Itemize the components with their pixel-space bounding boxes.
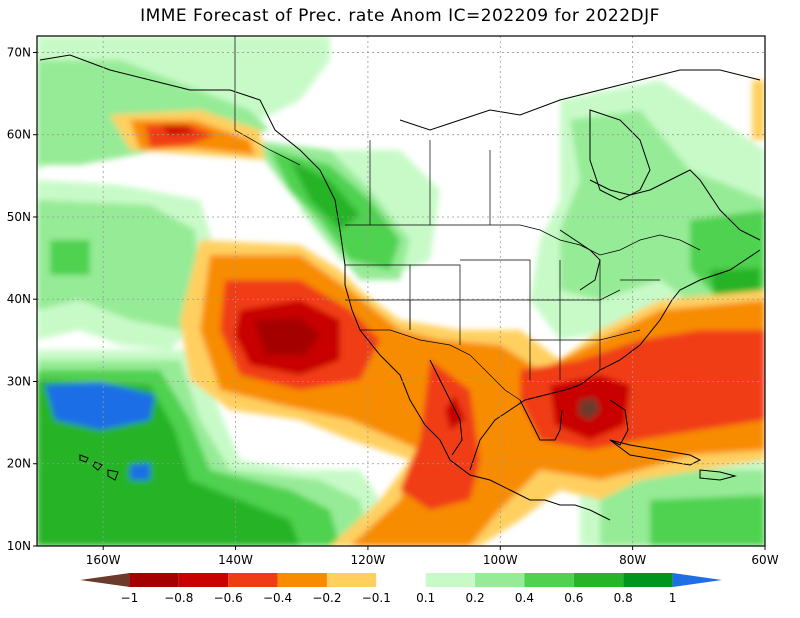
border-alaska xyxy=(234,36,301,166)
anomaly-region xyxy=(400,360,480,510)
colorbar-tick-label: −0.2 xyxy=(312,591,341,605)
longitude-axis: 160W 140W 120W 100W 80W 60W xyxy=(86,546,779,567)
border-canada-us xyxy=(345,224,701,256)
coastline xyxy=(589,169,761,241)
lat-tick-label: 70N xyxy=(7,45,31,59)
coastlines xyxy=(39,54,761,521)
anomaly-region xyxy=(50,240,90,275)
colorbar-tick-label: 0.6 xyxy=(564,591,583,605)
anomaly-region xyxy=(752,80,765,140)
colorbar-tick-label: 0.2 xyxy=(466,591,485,605)
coastline xyxy=(519,399,563,441)
coastline xyxy=(589,109,651,201)
lon-tick-label: 80W xyxy=(619,553,646,567)
colorbar-segment xyxy=(376,573,426,587)
border-state xyxy=(410,264,461,345)
anomaly-region xyxy=(160,125,195,135)
colorbar-tick-label: 1 xyxy=(669,591,677,605)
colorbar-tick-label: 0.4 xyxy=(515,591,534,605)
coastline xyxy=(399,69,761,131)
colorbar-tick-label: −0.8 xyxy=(164,591,193,605)
colorbar-tick-label: −1 xyxy=(121,591,139,605)
lon-tick-label: 60W xyxy=(751,553,778,567)
lon-tick-label: 140W xyxy=(218,553,253,567)
colorbar-segment xyxy=(277,573,327,587)
colorbar-segment xyxy=(475,573,525,587)
border-us-mexico xyxy=(360,329,521,401)
colorbar-segment xyxy=(129,573,179,587)
anomaly-region xyxy=(37,200,200,330)
colorbar: −1 −0.8 −0.6 −0.4 −0.2 −0.1 0.1 0.2 0.4 0.6 0.8 1 xyxy=(80,573,722,605)
latitude-axis: 70N 60N 50N 40N 30N 20N 10N xyxy=(7,45,37,553)
anomaly-region xyxy=(255,318,320,355)
colorbar-segment xyxy=(524,573,574,587)
lat-tick-label: 30N xyxy=(7,374,31,388)
coastline xyxy=(609,439,702,466)
coastline xyxy=(559,229,601,291)
colorbar-segment xyxy=(672,573,722,587)
anomaly-region xyxy=(290,160,360,230)
lat-tick-label: 10N xyxy=(7,539,31,553)
lon-tick-label: 100W xyxy=(483,553,518,567)
plot-frame xyxy=(36,35,766,547)
anomaly-region xyxy=(145,125,215,148)
colorbar-segment xyxy=(178,573,229,587)
colorbar-tick-label: −0.6 xyxy=(214,591,243,605)
colorbar-segment xyxy=(573,573,624,587)
anomaly-region xyxy=(45,382,155,430)
coastline xyxy=(92,461,103,471)
political-borders xyxy=(234,36,701,401)
anomaly-region xyxy=(130,463,150,480)
coastline xyxy=(699,469,737,481)
anomaly-region xyxy=(650,495,765,546)
coastline xyxy=(79,454,89,463)
coastline xyxy=(107,469,119,481)
colorbar-segment xyxy=(326,573,377,587)
gridlines xyxy=(37,36,765,546)
colorbar-segment xyxy=(623,573,673,587)
chart-title: IMME Forecast of Prec. rate Anom IC=2022… xyxy=(140,6,660,26)
anomaly-field xyxy=(37,36,765,546)
lat-tick-label: 50N xyxy=(7,210,31,224)
colorbar-segment xyxy=(228,573,278,587)
colorbar-segment xyxy=(425,573,476,587)
lat-tick-label: 20N xyxy=(7,457,31,471)
colorbar-tick-label: −0.1 xyxy=(362,591,391,605)
coastline xyxy=(429,359,463,456)
colorbar-tick-label: 0.1 xyxy=(416,591,435,605)
lat-tick-label: 40N xyxy=(7,292,31,306)
lat-tick-label: 60N xyxy=(7,128,31,142)
colorbar-tick-label: 0.8 xyxy=(614,591,633,605)
lon-tick-label: 160W xyxy=(86,553,121,567)
colorbar-tick-label: −0.4 xyxy=(263,591,292,605)
coastline xyxy=(609,399,629,446)
colorbar-segment xyxy=(80,573,130,587)
lon-tick-label: 120W xyxy=(351,553,386,567)
anomaly-region xyxy=(578,398,600,420)
